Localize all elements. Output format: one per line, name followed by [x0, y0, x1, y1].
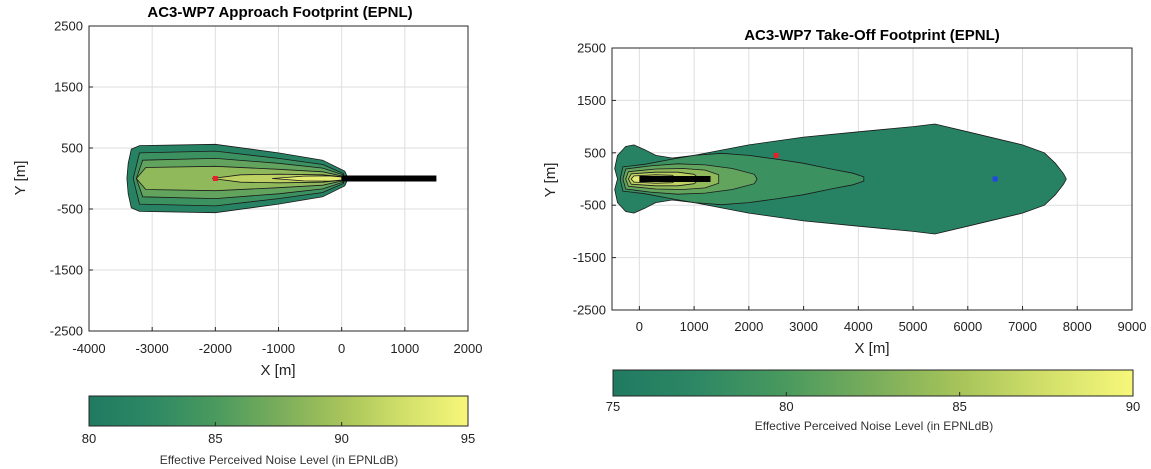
approach-x-ticks: -4000 -3000 -2000 -1000 0 1000 2000 [72, 327, 482, 356]
x-tick-label: 0 [636, 319, 643, 334]
y-tick-label: -2500 [50, 324, 83, 339]
colorbar-tick-label: 90 [334, 431, 348, 446]
colorbar-tick-label: 85 [208, 431, 222, 446]
colorbar-tick-label: 95 [461, 431, 475, 446]
colorbar-tick-label: 75 [606, 399, 620, 414]
colorbar-tick-label: 80 [82, 431, 96, 446]
x-tick-label: 2000 [734, 319, 763, 334]
approach-chart: AC3-WP7 Approach Footprint (EPNL) -4000-… [12, 4, 482, 467]
takeoff-colorbar-label: Effective Perceived Noise Level (in EPNL… [755, 419, 994, 433]
colorbar-tick-label: 80 [779, 399, 793, 414]
marker-red [212, 176, 218, 181]
approach-colorbar-label: Effective Perceived Noise Level (in EPNL… [160, 453, 399, 467]
y-tick-label: -2500 [573, 303, 606, 318]
approach-markers [212, 176, 218, 181]
x-tick-label: -2000 [199, 341, 232, 356]
takeoff-y-axis-label: Y [m] [542, 163, 559, 198]
approach-contours [126, 143, 348, 214]
y-tick-label: -1500 [50, 263, 83, 278]
y-tick-label: 2500 [54, 19, 83, 34]
x-tick-label: 3000 [789, 319, 818, 334]
takeoff-y-ticks: 2500 1500 500 -500 -1500 -2500 [573, 41, 616, 318]
approach-y-ticks: 2500 1500 500 -500 -1500 -2500 [50, 19, 93, 339]
takeoff-contours [614, 123, 1067, 235]
x-tick-label: 6000 [953, 319, 982, 334]
colorbar-gradient [612, 369, 1134, 397]
x-tick-label: 7000 [1008, 319, 1037, 334]
approach-colorbar: 80 85 90 95 [82, 395, 475, 446]
marker-red [773, 152, 779, 158]
x-tick-label: -3000 [136, 341, 169, 356]
x-tick-label: 4000 [844, 319, 873, 334]
x-tick-label: -4000 [72, 341, 105, 356]
approach-x-axis-label: X [m] [260, 362, 295, 379]
takeoff-plot-frame [611, 47, 1133, 311]
colorbar-gradient [88, 395, 469, 427]
x-tick-label: 5000 [899, 319, 928, 334]
takeoff-colorbar: 75 80 85 90 [606, 369, 1140, 414]
x-tick-label: 1000 [390, 341, 419, 356]
approach-chart-title: AC3-WP7 Approach Footprint (EPNL) [147, 4, 412, 21]
x-tick-label: -1000 [262, 341, 295, 356]
takeoff-markers [773, 152, 998, 182]
x-tick-label: 9000 [1118, 319, 1147, 334]
y-tick-label: -1500 [573, 250, 606, 265]
marker-blue [992, 176, 998, 182]
x-tick-label: 8000 [1063, 319, 1092, 334]
y-tick-label: 1500 [577, 93, 606, 108]
y-tick-label: 2500 [577, 41, 606, 56]
x-tick-label: 0 [338, 341, 345, 356]
y-tick-label: -500 [57, 202, 83, 217]
y-tick-label: 500 [61, 141, 83, 156]
approach-y-axis-label: Y [m] [12, 161, 29, 196]
y-tick-label: -500 [580, 198, 606, 213]
takeoff-x-axis-label: X [m] [854, 340, 889, 357]
takeoff-chart-title: AC3-WP7 Take-Off Footprint (EPNL) [744, 27, 1000, 44]
colorbar-tick-label: 90 [1126, 399, 1140, 414]
y-tick-label: 500 [584, 145, 606, 160]
x-tick-label: 1000 [680, 319, 709, 334]
takeoff-chart: AC3-WP7 Take-Off Footprint (EPNL) 0 1000 2… [542, 27, 1146, 433]
y-tick-label: 1500 [54, 80, 83, 95]
x-tick-label: 2000 [454, 341, 483, 356]
takeoff-x-ticks: 0 1000 2000 3000 4000 5000 6000 7000 8000 9000 [636, 306, 1147, 334]
colorbar-tick-label: 85 [952, 399, 966, 414]
